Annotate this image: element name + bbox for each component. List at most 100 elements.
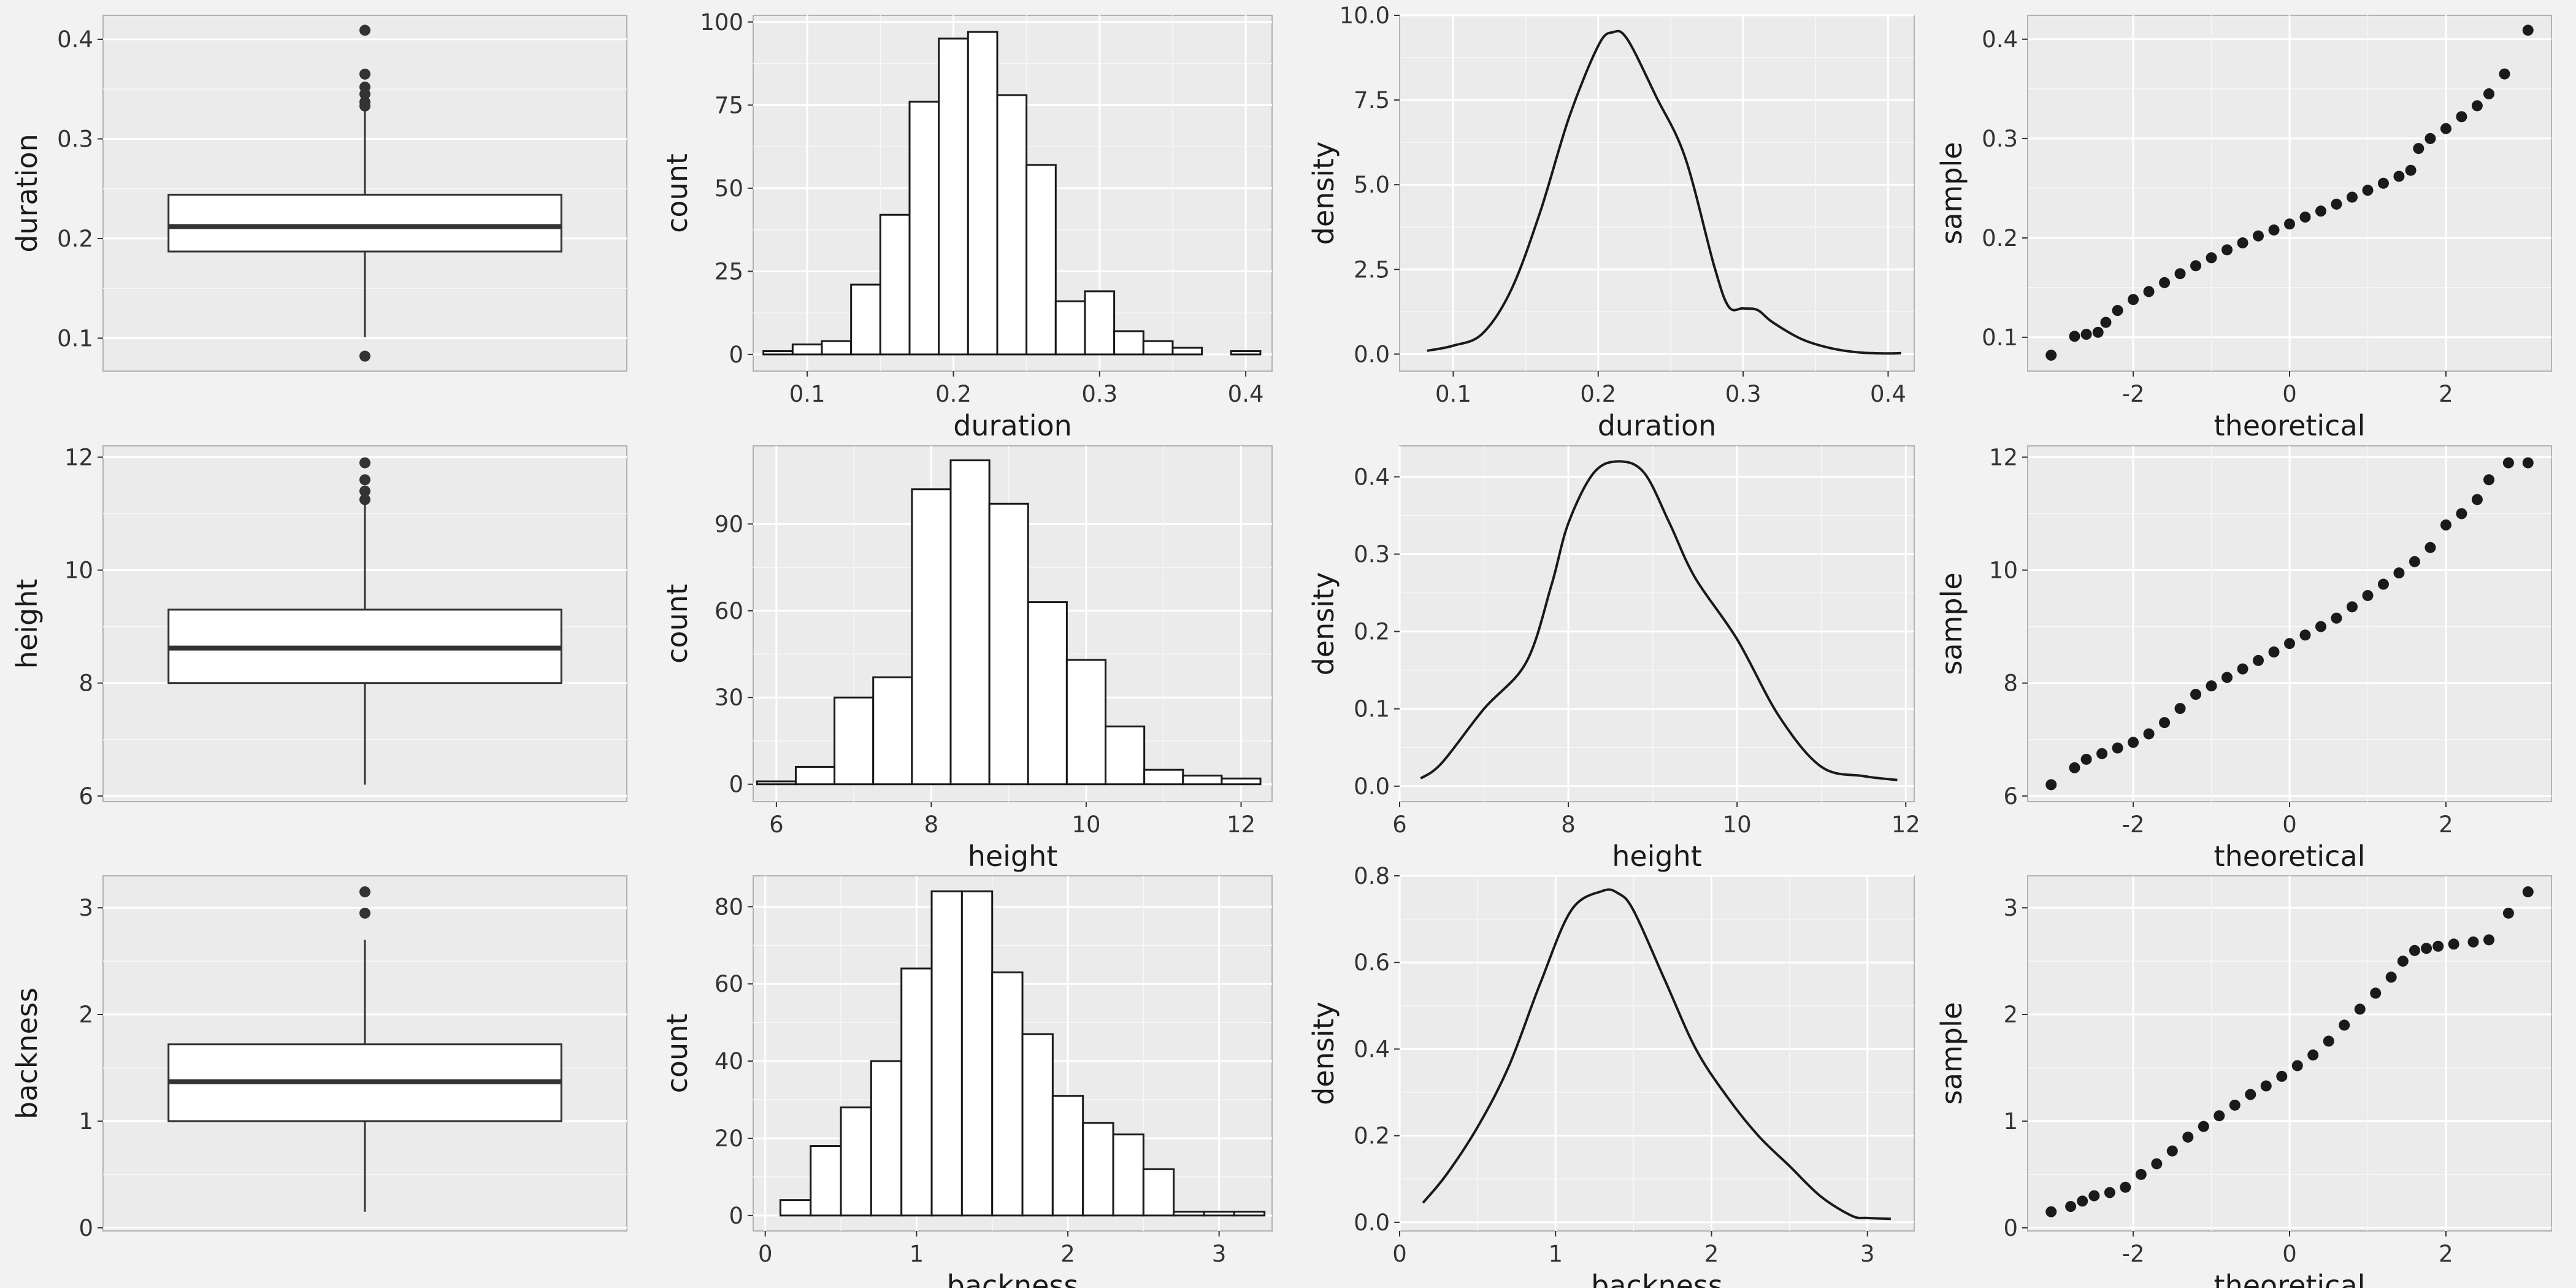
qq-point — [2346, 601, 2358, 613]
outlier-point — [359, 886, 370, 898]
histogram-bar — [1182, 775, 1223, 786]
density-curve — [1420, 460, 1898, 781]
histogram-bar — [1143, 769, 1184, 786]
y-tick-label: 6 — [79, 783, 93, 810]
qq-point — [2221, 244, 2233, 256]
qq-point — [2331, 612, 2342, 624]
x-tick-label: 0 — [758, 1241, 773, 1267]
y-tick-label: 100 — [700, 9, 743, 36]
qq-point — [2362, 589, 2374, 601]
qq-point — [2377, 578, 2389, 590]
histogram-bar — [1203, 1211, 1235, 1217]
qq-point — [2182, 1131, 2194, 1143]
qq-point — [2522, 886, 2534, 898]
qq-point — [2104, 1187, 2115, 1198]
y-tick-label: 0.0 — [1354, 341, 1390, 367]
qq-point — [2339, 1019, 2350, 1031]
qq-point — [2237, 663, 2248, 675]
qq-point — [2143, 286, 2155, 297]
qq-point — [2253, 230, 2264, 242]
panel-duration-line: 0.0 2.5 5.0 7.5 10.0 0.1 0.2 0.3 0.4 density durat… — [1307, 2, 1915, 442]
panel-backness-line: 0.0 0.2 0.4 0.6 0.8 0 1 2 3 density backness — [1307, 863, 1915, 1288]
panel-background — [1399, 875, 1915, 1232]
panel-background — [1399, 15, 1915, 372]
qq-point — [2284, 638, 2295, 650]
y-tick-label: 0.2 — [57, 226, 93, 252]
qq-point — [2421, 943, 2432, 954]
y-axis-title: count — [661, 153, 694, 233]
qq-point — [2159, 717, 2171, 729]
y-tick-label: 0 — [79, 1215, 93, 1241]
qq-point — [2299, 629, 2311, 641]
qq-point — [2112, 742, 2123, 754]
x-axis-title: theoretical — [2214, 409, 2366, 442]
outlier-point — [359, 81, 370, 93]
x-tick-label: 2 — [2439, 811, 2453, 838]
histogram-bar — [1105, 725, 1146, 786]
histogram-bar — [810, 1145, 842, 1217]
y-tick-label: 2 — [79, 1002, 93, 1028]
x-axis-title: height — [1612, 840, 1702, 873]
y-tick-label: 1 — [2003, 1108, 2018, 1135]
x-tick-label: 6 — [769, 811, 784, 838]
histogram-bar — [870, 1060, 903, 1217]
panel-height-boxplot: 6 8 10 12 height — [10, 444, 627, 810]
y-tick-label: 0.4 — [1982, 26, 2018, 53]
histogram-bar — [1113, 330, 1144, 356]
histogram-bar — [1084, 290, 1116, 356]
histogram-bar — [1173, 1211, 1205, 1217]
y-tick-label: 0.3 — [57, 126, 93, 152]
x-axis-title: duration — [953, 409, 1072, 442]
y-axis-title: density — [1307, 142, 1340, 245]
qq-point — [2190, 689, 2202, 700]
qq-point — [2276, 1070, 2288, 1082]
histogram-bar — [1142, 340, 1174, 356]
qq-point — [2522, 457, 2534, 469]
histogram-bar — [756, 780, 797, 786]
qq-point — [2120, 1181, 2131, 1193]
y-tick-label: 5.0 — [1354, 172, 1390, 198]
qq-point — [2346, 191, 2358, 203]
qq-point — [2307, 1049, 2319, 1061]
qq-point — [2214, 1110, 2225, 1122]
outlier-point — [359, 25, 370, 36]
y-tick-label: 0.1 — [1982, 324, 2018, 351]
qq-point — [2448, 938, 2459, 950]
x-tick-label: 12 — [1227, 811, 1255, 838]
outlier-point — [359, 457, 370, 469]
y-tick-label: 3 — [79, 895, 93, 921]
outlier-point — [359, 485, 370, 497]
y-tick-label: 10.0 — [1340, 2, 1390, 29]
qq-point — [2393, 171, 2405, 182]
box-iqr — [167, 193, 562, 253]
x-tick-label: 1 — [910, 1241, 924, 1267]
y-axis-title: sample — [1935, 572, 1968, 675]
qq-point — [2284, 218, 2295, 230]
histogram-bar — [840, 1106, 872, 1217]
qq-point — [2045, 1206, 2057, 1217]
y-tick-label: 30 — [715, 684, 743, 711]
qq-point — [2065, 1201, 2077, 1213]
qq-point — [2100, 316, 2112, 328]
panel-background — [1399, 445, 1915, 802]
y-axis-title: sample — [1935, 142, 1968, 244]
outlier-point — [359, 96, 370, 108]
qq-point — [2268, 646, 2280, 658]
y-tick-label: 75 — [715, 92, 743, 118]
y-tick-label: 0.4 — [1354, 1036, 1390, 1062]
y-tick-label: 0.2 — [1982, 225, 2018, 251]
x-tick-label: 0.3 — [1081, 381, 1117, 407]
x-tick-label: 0.1 — [1435, 381, 1471, 407]
histogram-bar — [967, 31, 999, 356]
histogram-bar — [1221, 777, 1262, 786]
qq-point — [2092, 326, 2104, 338]
histogram-bar — [1233, 1211, 1266, 1217]
y-tick-label: 0.0 — [1354, 1209, 1390, 1236]
panel-duration-boxplot: 0.1 0.2 0.3 0.4 duration — [10, 15, 627, 372]
y-tick-label: 8 — [2003, 670, 2018, 697]
y-tick-label: 0 — [729, 772, 743, 798]
outlier-point — [359, 68, 370, 80]
histogram-bar — [930, 890, 963, 1217]
qq-point — [2483, 934, 2495, 946]
qq-point — [2471, 494, 2483, 505]
